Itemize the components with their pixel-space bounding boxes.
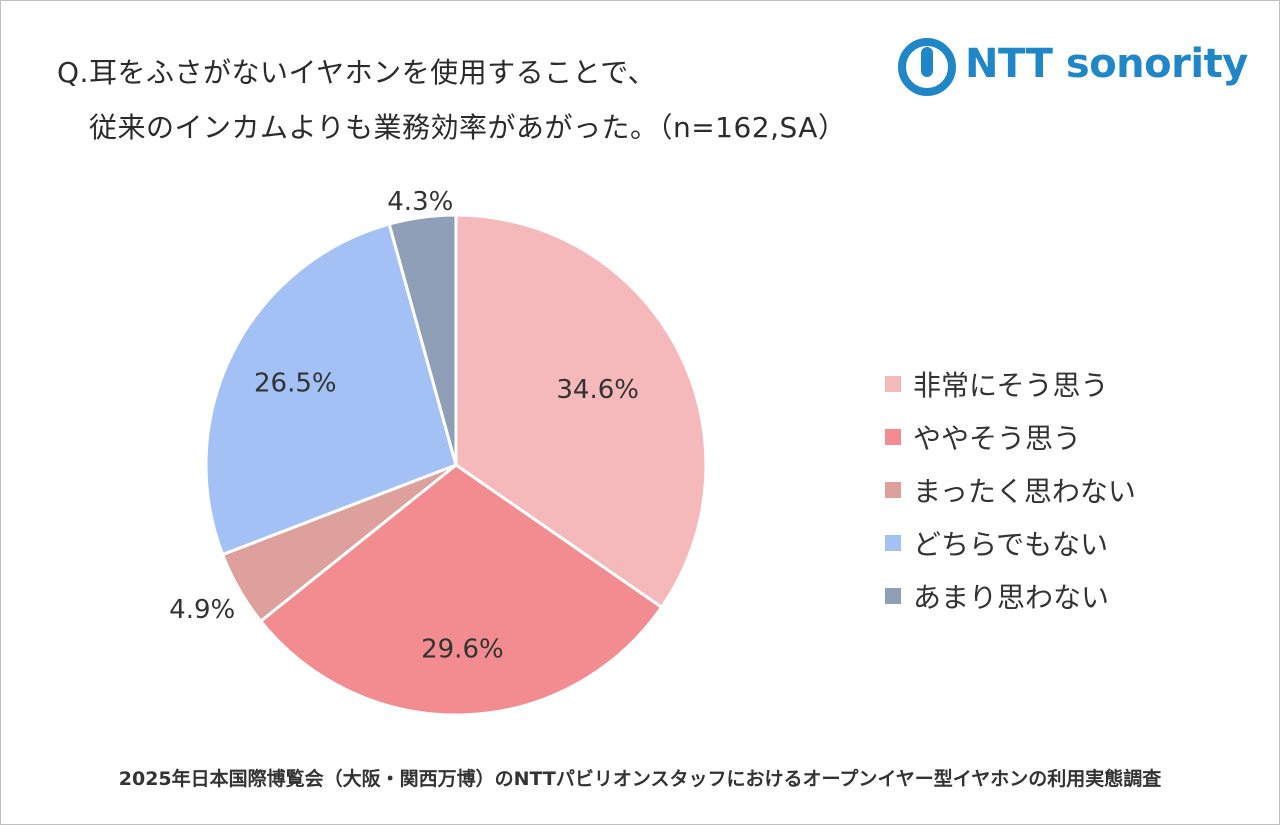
chart-legend: 非常にそう思う ややそう思うまったく思わない どちらでもない あまり思わない [885, 357, 1136, 622]
legend-label: どちらでもない [913, 527, 1109, 561]
legend-label: 非常にそう思う [913, 368, 1109, 402]
slice-value-label-2: 29.6% [421, 634, 504, 664]
legend-swatch [885, 375, 901, 392]
pie-slice-2 [258, 463, 664, 717]
legend-label: あまり思わない [913, 580, 1110, 614]
slice-value-label-3: 4.9% [169, 595, 235, 625]
legend-swatch [885, 587, 901, 604]
chart-title-line-2: 従来のインカムよりも業務効率があがった。（n=162,SA） [89, 111, 847, 144]
pie-slice-4 [204, 222, 458, 557]
legend-label: まったく思わない [913, 474, 1136, 508]
legend-item-1: 非常にそう思う [885, 357, 1136, 410]
legend-item-3: まったく思わない [885, 463, 1136, 516]
logo-text: NTT sonority [965, 41, 1248, 87]
pie-slice-1 [454, 213, 708, 610]
legend-swatch [885, 428, 901, 445]
legend-item-4: どちらでもない [885, 516, 1136, 569]
footer-caption: 2025年日本国際博覧会（大阪・関西万博）のNTTパビリオンスタッフにおけるオー… [118, 768, 1162, 790]
slice-value-label-5: 4.3% [387, 187, 453, 217]
pie-slice-5 [387, 213, 458, 466]
legend-item-5: あまり思わない [885, 569, 1136, 622]
legend-swatch [885, 534, 901, 551]
ntt-logo-icon [898, 38, 956, 96]
chart-title-line-1: Q.耳をふさがないイヤホンを使用することで、 [57, 56, 657, 89]
legend-swatch [885, 481, 901, 498]
slice-value-label-1: 34.6% [556, 375, 639, 405]
slice-value-label-4: 26.5% [254, 369, 337, 399]
pie-chart: 34.6% 29.6% 4.9% 26.5% 4.3% [169, 187, 708, 717]
legend-item-2: ややそう思う [885, 410, 1136, 463]
legend-label: ややそう思う [913, 421, 1082, 455]
